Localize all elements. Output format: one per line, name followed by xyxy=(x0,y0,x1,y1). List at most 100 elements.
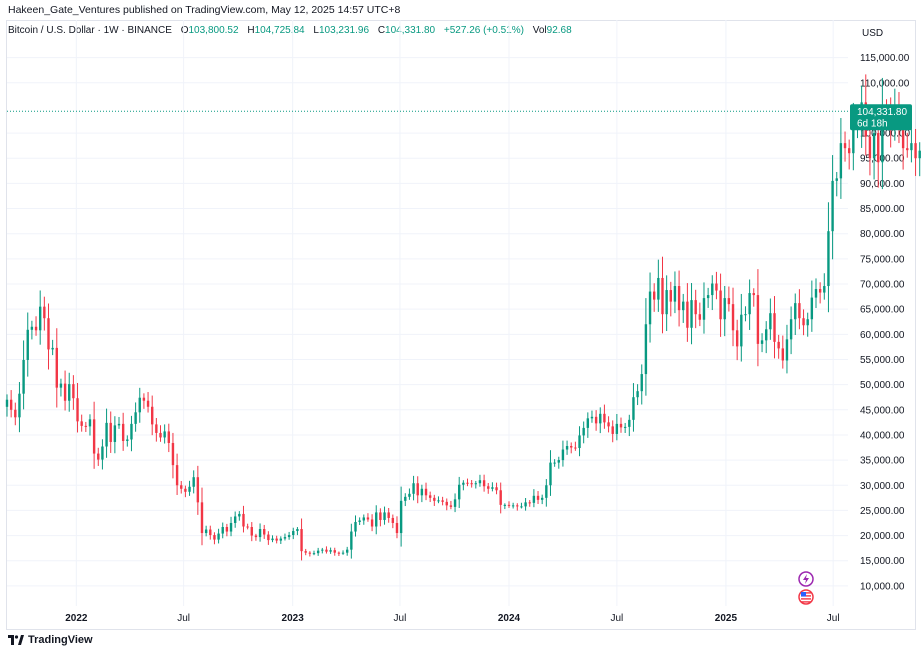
candle-body[interactable] xyxy=(387,512,390,518)
candle-body[interactable] xyxy=(412,483,415,494)
candle-body[interactable] xyxy=(818,289,822,293)
candle-body[interactable] xyxy=(383,512,386,520)
candle-body[interactable] xyxy=(121,423,125,441)
candle-body[interactable] xyxy=(117,423,121,426)
candle-body[interactable] xyxy=(134,412,137,424)
candle-body[interactable] xyxy=(748,293,751,315)
candle-body[interactable] xyxy=(507,504,511,506)
candle-body[interactable] xyxy=(652,291,656,300)
candle-body[interactable] xyxy=(192,477,195,487)
candle-body[interactable] xyxy=(831,180,834,232)
candle-body[interactable] xyxy=(151,406,154,425)
candle-body[interactable] xyxy=(557,460,560,463)
candle-body[interactable] xyxy=(636,391,639,398)
candle-body[interactable] xyxy=(914,143,917,159)
candle-body[interactable] xyxy=(619,423,623,428)
candle-body[interactable] xyxy=(101,446,104,460)
candle-body[interactable] xyxy=(835,178,838,181)
candle-body[interactable] xyxy=(565,446,569,450)
candle-body[interactable] xyxy=(814,289,818,298)
candle-body[interactable] xyxy=(76,398,79,422)
candle-body[interactable] xyxy=(648,291,652,325)
candle-body[interactable] xyxy=(669,290,672,302)
candle-body[interactable] xyxy=(316,550,320,554)
candle-body[interactable] xyxy=(549,462,552,486)
candle-body[interactable] xyxy=(213,535,216,540)
candle-body[interactable] xyxy=(594,416,598,424)
candle-body[interactable] xyxy=(379,512,382,520)
candle-body[interactable] xyxy=(603,413,606,423)
candle-body[interactable] xyxy=(321,549,324,551)
candle-body[interactable] xyxy=(644,324,648,375)
candle-body[interactable] xyxy=(221,527,224,534)
candle-body[interactable] xyxy=(458,484,461,500)
candle-body[interactable] xyxy=(781,348,785,361)
candle-body[interactable] xyxy=(9,399,13,410)
candle-body[interactable] xyxy=(229,522,233,532)
candle-body[interactable] xyxy=(574,447,577,449)
candle-body[interactable] xyxy=(520,506,523,508)
candle-body[interactable] xyxy=(283,537,287,539)
symbol-title[interactable]: Bitcoin / U.S. Dollar · 1W · BINANCE xyxy=(8,25,172,36)
candle-body[interactable] xyxy=(702,298,706,320)
candle-body[interactable] xyxy=(578,435,581,449)
candle-body[interactable] xyxy=(586,418,590,428)
candle-body[interactable] xyxy=(5,399,9,407)
candle-body[interactable] xyxy=(92,419,96,454)
candle-body[interactable] xyxy=(545,485,548,498)
candle-body[interactable] xyxy=(466,482,469,484)
candle-body[interactable] xyxy=(827,231,830,287)
candle-body[interactable] xyxy=(665,290,668,315)
candle-body[interactable] xyxy=(345,549,349,553)
candle-body[interactable] xyxy=(43,306,46,319)
candle-body[interactable] xyxy=(582,427,585,436)
candle-body[interactable] xyxy=(142,397,146,401)
candle-body[interactable] xyxy=(872,133,876,159)
candle-body[interactable] xyxy=(333,550,336,553)
candle-body[interactable] xyxy=(868,136,872,159)
candle-body[interactable] xyxy=(756,295,760,344)
candle-body[interactable] xyxy=(731,304,735,331)
candle-body[interactable] xyxy=(296,529,299,532)
candle-body[interactable] xyxy=(474,483,478,485)
candle-body[interactable] xyxy=(445,501,448,506)
candle-body[interactable] xyxy=(242,513,245,527)
candle-body[interactable] xyxy=(740,314,743,347)
candle-body[interactable] xyxy=(773,313,776,342)
candle-body[interactable] xyxy=(188,486,191,492)
candle-body[interactable] xyxy=(163,431,166,438)
candle-body[interactable] xyxy=(366,517,370,520)
candle-body[interactable] xyxy=(511,505,515,507)
candle-body[interactable] xyxy=(798,303,801,319)
candle-body[interactable] xyxy=(516,505,519,507)
candle-body[interactable] xyxy=(113,425,117,442)
candle-body[interactable] xyxy=(395,522,399,534)
candle-body[interactable] xyxy=(130,423,133,440)
candle-body[interactable] xyxy=(918,150,921,159)
candle-body[interactable] xyxy=(532,495,536,503)
candle-body[interactable] xyxy=(404,496,407,501)
candle-body[interactable] xyxy=(233,516,237,523)
candle-body[interactable] xyxy=(312,553,316,555)
candle-body[interactable] xyxy=(495,487,498,491)
candle-body[interactable] xyxy=(661,277,664,315)
candle-body[interactable] xyxy=(499,490,502,505)
tradingview-footer[interactable]: TradingView xyxy=(8,634,93,646)
candle-body[interactable] xyxy=(304,551,307,553)
candle-body[interactable] xyxy=(80,421,83,426)
candle-body[interactable] xyxy=(350,531,353,550)
candle-body[interactable] xyxy=(682,301,685,311)
candle-body[interactable] xyxy=(175,465,179,486)
candle-body[interactable] xyxy=(528,502,531,504)
candle-body[interactable] xyxy=(561,449,565,461)
candle-body[interactable] xyxy=(416,483,419,496)
candle-body[interactable] xyxy=(719,290,722,320)
candle-body[interactable] xyxy=(428,495,432,498)
candle-body[interactable] xyxy=(59,383,63,388)
candle-body[interactable] xyxy=(238,513,241,517)
candle-body[interactable] xyxy=(200,502,204,534)
candle-body[interactable] xyxy=(254,535,258,538)
candle-body[interactable] xyxy=(26,329,29,360)
candle-body[interactable] xyxy=(184,488,187,492)
candle-body[interactable] xyxy=(711,283,714,296)
